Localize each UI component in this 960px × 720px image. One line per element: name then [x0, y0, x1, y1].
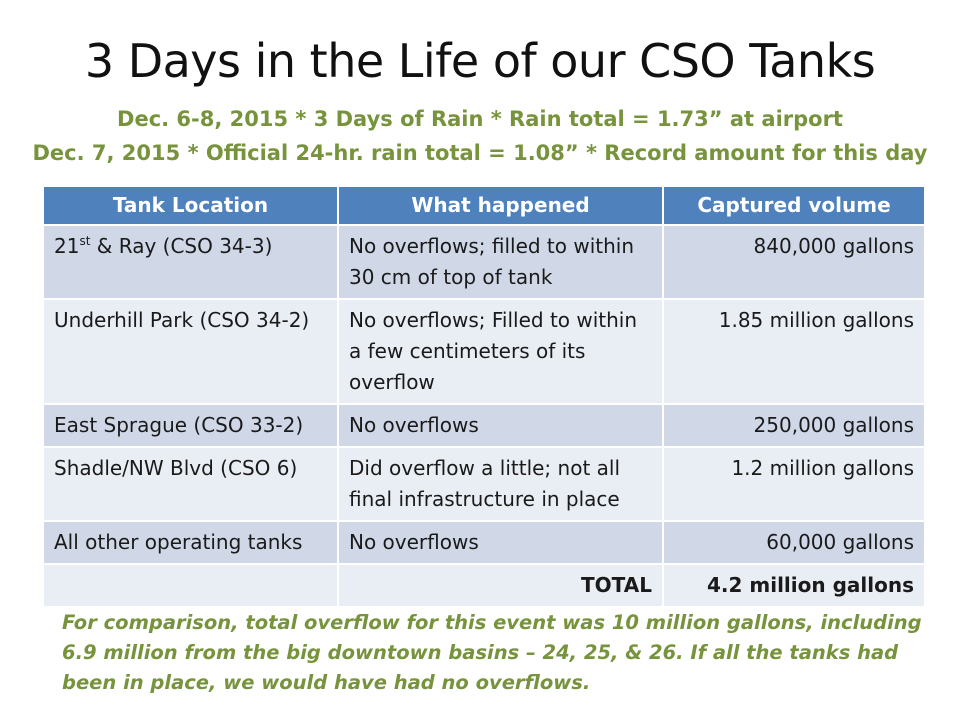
table-row: All other operating tanks No overflows 6… [44, 520, 924, 564]
tank-location-cell: Shadle/NW Blvd (CSO 6) [44, 446, 339, 521]
header-tank-location: Tank Location [44, 187, 339, 225]
header-what-happened: What happened [338, 187, 664, 225]
tank-location-number: 21 [54, 234, 80, 258]
tank-volume-table: Tank Location What happened Captured vol… [44, 187, 924, 606]
total-value: 4.2 million gallons [663, 563, 924, 606]
what-happened-cell: No overflows; filled to within 30 cm of … [338, 224, 664, 299]
captured-volume-cell: 60,000 gallons [663, 520, 924, 564]
header-captured-volume: Captured volume [663, 187, 924, 225]
comparison-footnote: For comparison, total overflow for this … [62, 611, 922, 694]
tank-location-cell: Underhill Park (CSO 34-2) [44, 298, 339, 404]
tank-location-rest: & Ray (CSO 34-3) [90, 234, 273, 258]
table-header-row: Tank Location What happened Captured vol… [44, 187, 924, 225]
table-row: 21st & Ray (CSO 34-3) No overflows; fill… [44, 224, 924, 299]
tank-location-cell: 21st & Ray (CSO 34-3) [44, 224, 339, 299]
subtitle-record-rain: Dec. 7, 2015 * Official 24-hr. rain tota… [32, 141, 928, 165]
total-label: TOTAL [338, 563, 664, 606]
table-row: Underhill Park (CSO 34-2) No overflows; … [44, 298, 924, 404]
table-total-row: TOTAL 4.2 million gallons [44, 563, 924, 606]
what-happened-cell: Did overflow a little; not all final inf… [338, 446, 664, 521]
what-happened-cell: No overflows; Filled to within a few cen… [338, 298, 664, 404]
tank-location-cell: East Sprague (CSO 33-2) [44, 403, 339, 447]
subtitle-rain-dates: Dec. 6-8, 2015 * 3 Days of Rain * Rain t… [117, 107, 843, 131]
captured-volume-cell: 840,000 gallons [663, 224, 924, 299]
tank-location-cell: All other operating tanks [44, 520, 339, 564]
table-row: East Sprague (CSO 33-2) No overflows 250… [44, 403, 924, 447]
total-empty-cell [44, 563, 339, 606]
what-happened-cell: No overflows [338, 403, 664, 447]
captured-volume-cell: 1.85 million gallons [663, 298, 924, 404]
ordinal-suffix: st [79, 234, 91, 248]
captured-volume-cell: 250,000 gallons [663, 403, 924, 447]
table-row: Shadle/NW Blvd (CSO 6) Did overflow a li… [44, 446, 924, 521]
slide-title: 3 Days in the Life of our CSO Tanks [84, 34, 876, 88]
captured-volume-cell: 1.2 million gallons [663, 446, 924, 521]
what-happened-cell: No overflows [338, 520, 664, 564]
